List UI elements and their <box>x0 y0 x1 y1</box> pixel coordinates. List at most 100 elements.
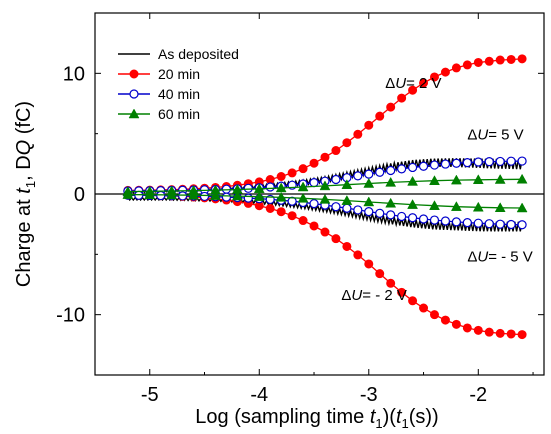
data-point <box>156 190 166 201</box>
data-point <box>429 160 440 170</box>
data-point <box>364 120 374 130</box>
annotation-value: = - 5 V <box>488 249 533 266</box>
y-title-var: t <box>13 187 35 194</box>
data-point <box>429 215 440 225</box>
data-point <box>462 158 472 168</box>
data-point <box>341 195 353 205</box>
data-point <box>495 55 505 65</box>
data-point <box>353 129 363 139</box>
data-point <box>473 325 483 335</box>
data-point <box>309 199 319 209</box>
data-point <box>386 278 396 288</box>
data-point <box>331 202 341 212</box>
data-point <box>297 192 309 203</box>
legend-marker <box>129 69 139 79</box>
x-title-sub2: 1 <box>402 416 409 431</box>
annotation-var: U <box>395 75 406 92</box>
data-point <box>429 200 440 210</box>
data-point <box>451 217 461 227</box>
data-point <box>418 161 429 171</box>
data-point <box>407 162 418 173</box>
data-point <box>243 183 253 193</box>
legend-marker <box>129 89 139 99</box>
data-point <box>462 217 472 228</box>
data-point <box>375 111 385 121</box>
data-point <box>473 218 483 228</box>
annotation-delta: Δ <box>467 127 477 144</box>
data-point <box>375 269 385 279</box>
data-point <box>243 193 253 203</box>
data-point <box>429 175 440 185</box>
y-tick-label: 10 <box>63 63 85 85</box>
x-axis-title: Log (sampling time t1)(t1(s)) <box>195 406 438 431</box>
data-point <box>231 190 243 201</box>
data-point <box>419 78 429 88</box>
data-point <box>386 210 396 220</box>
x-title-sub1: 1 <box>375 416 382 431</box>
data-point <box>375 208 385 218</box>
data-point <box>451 63 461 73</box>
y-axis-title: Charge at t1, DQ (fC) <box>13 101 38 287</box>
data-point <box>440 67 450 77</box>
annotation-value: = 5 V <box>488 127 523 144</box>
data-point <box>341 179 353 189</box>
data-point <box>517 54 527 64</box>
data-point <box>517 156 527 166</box>
data-point <box>385 197 397 208</box>
x-title-suffix: (s)) <box>409 406 439 428</box>
data-point <box>473 57 483 67</box>
data-point <box>353 250 363 260</box>
annotation-delta: Δ <box>467 249 477 266</box>
data-point <box>385 176 397 187</box>
annotation-delta: Δ <box>341 287 351 304</box>
series-layer <box>122 54 528 340</box>
y-title-prefix: Charge at <box>13 194 35 287</box>
data-point <box>265 175 275 185</box>
data-point <box>494 174 506 184</box>
data-point <box>451 319 461 329</box>
data-point <box>462 60 472 70</box>
data-point <box>210 190 221 200</box>
annotation: ΔU= 2 V <box>385 75 441 92</box>
data-point <box>298 216 308 226</box>
data-point <box>320 227 330 237</box>
axes-layer: -5 -4 -3 -2 -10 0 10 <box>56 12 544 406</box>
data-point <box>484 327 494 337</box>
data-point <box>462 323 472 333</box>
data-point <box>319 180 331 191</box>
data-point <box>253 191 265 201</box>
data-point <box>331 174 341 185</box>
data-point <box>265 182 275 192</box>
data-point <box>473 157 483 167</box>
annotations: ΔU= 2 VΔU= 5 VΔU= - 5 VΔU= - 2 V <box>341 75 532 304</box>
data-point <box>407 175 419 186</box>
data-point <box>342 241 352 251</box>
data-point <box>495 328 505 338</box>
data-point <box>364 259 374 269</box>
data-point <box>144 189 156 199</box>
legend-item: 60 min <box>118 106 200 122</box>
data-point <box>429 72 439 82</box>
data-point <box>353 171 363 181</box>
data-point <box>484 219 494 229</box>
data-point <box>188 189 199 200</box>
data-point <box>178 191 188 201</box>
legend-label: 20 min <box>158 66 200 82</box>
data-point <box>331 234 341 244</box>
data-point <box>298 164 308 174</box>
data-point <box>450 174 462 185</box>
x-tick-label: -5 <box>141 384 159 406</box>
legend-item: As deposited <box>118 46 239 62</box>
data-point <box>440 216 451 226</box>
data-point <box>134 190 144 200</box>
y-tick-label: 0 <box>74 184 85 206</box>
data-point <box>297 181 309 192</box>
data-point <box>506 219 516 230</box>
data-point <box>440 315 450 325</box>
data-point <box>375 167 385 177</box>
data-point <box>484 157 494 167</box>
data-point <box>309 178 319 188</box>
data-point <box>353 205 363 215</box>
data-point <box>494 202 506 213</box>
data-point <box>386 102 396 112</box>
